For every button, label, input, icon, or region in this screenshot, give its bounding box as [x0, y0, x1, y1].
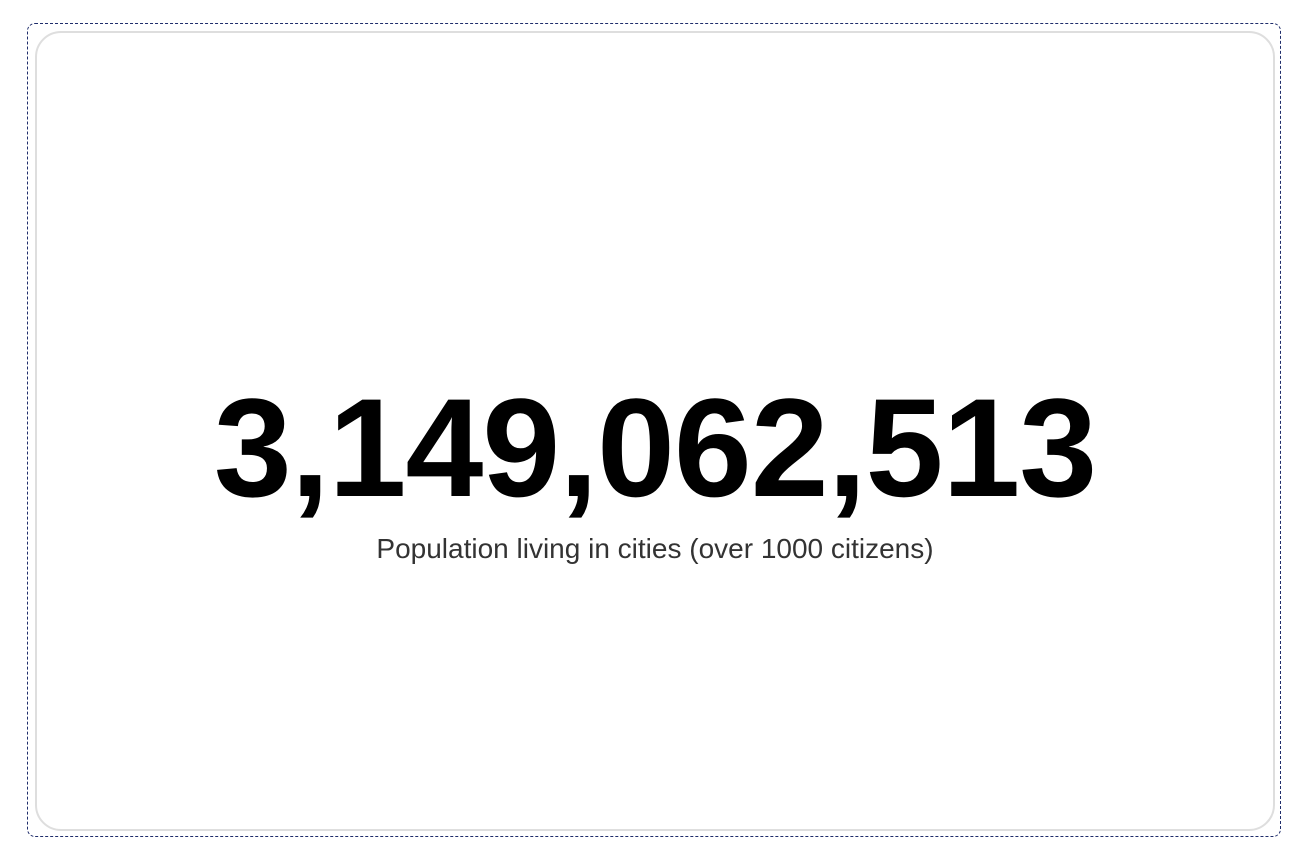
metric-label: Population living in cities (over 1000 c… — [376, 533, 934, 564]
selection-outline — [27, 23, 1281, 837]
metric-value: 3,149,062,513 — [213, 369, 1097, 526]
metric-card: 3,149,062,513 Population living in citie… — [35, 31, 1275, 831]
